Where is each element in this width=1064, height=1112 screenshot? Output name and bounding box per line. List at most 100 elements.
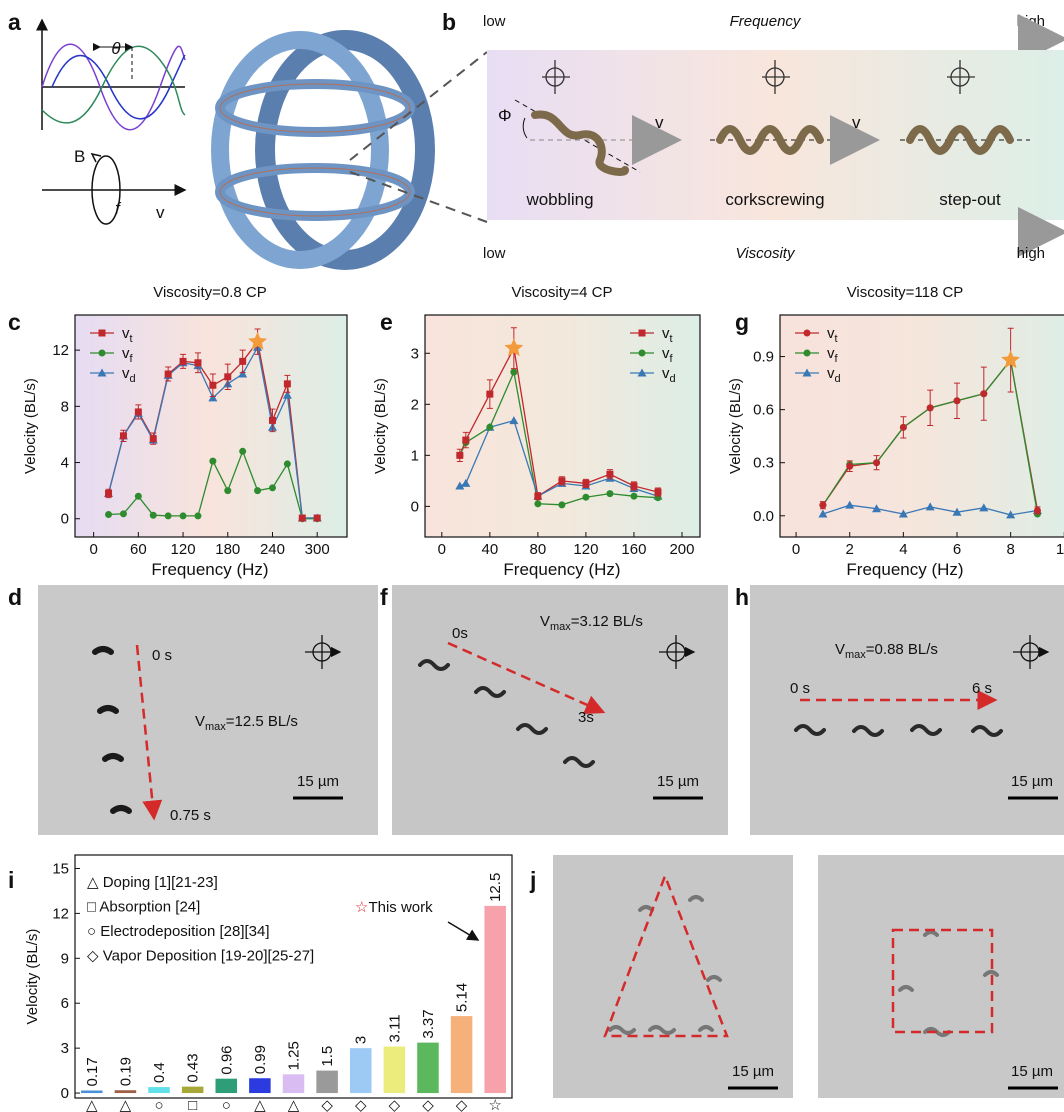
value-label: 12.5	[487, 873, 504, 902]
data-point	[179, 512, 187, 520]
series-line	[459, 369, 659, 506]
highlight-star	[504, 338, 524, 357]
plot-background	[780, 315, 1064, 537]
y-tick-label: 9	[61, 950, 69, 967]
data-point	[224, 487, 232, 495]
legend-name: v	[827, 365, 835, 382]
bar	[282, 1074, 305, 1094]
y-tick-label: 0	[411, 498, 419, 515]
legend-subscript: d	[130, 373, 136, 385]
time-label: 0.75 s	[170, 807, 211, 824]
data-point	[845, 500, 855, 509]
legend-marker	[97, 368, 107, 377]
data-point	[926, 404, 934, 412]
x-tick-label: 120	[171, 541, 196, 558]
data-point	[582, 479, 590, 487]
legend-label: vf	[827, 345, 839, 365]
data-point	[899, 423, 907, 431]
highlight-star	[1001, 350, 1021, 369]
bar	[349, 1048, 372, 1094]
annotation-symbol: ☆	[355, 899, 368, 916]
time-label: 0 s	[790, 680, 810, 697]
y-tick-label: 3	[411, 345, 419, 362]
data-point	[509, 416, 519, 425]
legend-marker	[98, 329, 106, 337]
data-point	[208, 393, 218, 402]
data-point	[558, 501, 566, 509]
field-label: B	[74, 147, 85, 166]
legend-label: vt	[827, 325, 838, 345]
vmax-subscript: max	[205, 721, 226, 733]
y-tick-label: 0.6	[753, 402, 774, 419]
bar	[316, 1070, 338, 1094]
chart-title: Viscosity=4 CP	[511, 284, 612, 301]
frequency-high: high	[1017, 13, 1045, 30]
legend-entry: ○ Electrodeposition [28][34]	[87, 923, 270, 940]
bar	[114, 1090, 137, 1094]
x-tick-label: 0	[89, 541, 97, 558]
scale-bar-label: 15 µm	[297, 773, 339, 790]
bar	[484, 905, 506, 1094]
legend-label: vf	[122, 345, 134, 365]
y-tick-label: 0.3	[753, 455, 774, 472]
x-tick-label: ◇	[355, 1097, 367, 1112]
data-point	[105, 511, 113, 519]
data-point	[486, 423, 494, 431]
panel-label: b	[442, 9, 456, 35]
time-label: 0 s	[152, 647, 172, 664]
x-tick-label: 4	[899, 541, 907, 558]
legend-name: v	[122, 345, 130, 362]
x-tick-label: △	[288, 1097, 300, 1112]
x-tick-label: 80	[530, 541, 547, 558]
panel-label: f	[380, 584, 388, 610]
y-tick-label: 6	[61, 995, 69, 1012]
scale-bar-label: 15 µm	[657, 773, 699, 790]
x-tick-label: 8	[1006, 541, 1014, 558]
legend-subscript: f	[835, 353, 839, 365]
series-line	[459, 346, 659, 498]
data-point	[872, 504, 882, 513]
highlight-star	[248, 331, 268, 350]
y-tick-label: 12	[52, 342, 69, 359]
x-tick-label: ○	[155, 1097, 164, 1112]
theta-label: θ	[111, 39, 121, 58]
y-tick-label: 2	[411, 396, 419, 413]
x-tick-label: 160	[621, 541, 646, 558]
data-point	[313, 514, 321, 522]
x-axis-label: Frequency (Hz)	[846, 560, 963, 579]
value-label: 0.17	[84, 1057, 101, 1086]
data-point	[134, 492, 142, 500]
data-point	[179, 357, 187, 365]
data-point	[209, 381, 217, 389]
legend-name: v	[662, 345, 670, 362]
y-axis-label: Velocity (BL/s)	[372, 378, 389, 474]
x-tick-label: 0	[792, 541, 800, 558]
data-point	[149, 435, 157, 443]
data-point	[209, 457, 217, 465]
coil	[211, 30, 435, 270]
data-point	[818, 509, 828, 518]
bar	[450, 1016, 473, 1094]
data-point	[134, 408, 142, 416]
vmax-text: =0.88 BL/s	[866, 641, 938, 658]
data-point	[298, 514, 306, 522]
vmax-label: Vmax=3.12 BL/s	[540, 613, 643, 633]
vmax-symbol: V	[540, 613, 550, 630]
frequency-low: low	[483, 13, 506, 30]
bar	[148, 1087, 170, 1094]
vmax-text: =12.5 BL/s	[226, 713, 298, 730]
legend-label: vt	[662, 325, 673, 345]
viscosity-title: Viscosity	[736, 245, 796, 262]
y-tick-label: 3	[61, 1040, 69, 1057]
legend-name: v	[827, 345, 835, 362]
viscosity-low: low	[483, 245, 506, 262]
data-point	[534, 492, 542, 500]
data-point	[164, 370, 172, 378]
y-tick-label: 0.0	[753, 508, 774, 525]
scale-bar-label: 15 µm	[732, 1063, 774, 1080]
frequency-label: f	[115, 199, 122, 218]
data-point	[953, 397, 961, 405]
panel-a: θ B f v	[36, 18, 488, 270]
value-label: 0.19	[117, 1057, 134, 1086]
data-point	[456, 451, 464, 459]
